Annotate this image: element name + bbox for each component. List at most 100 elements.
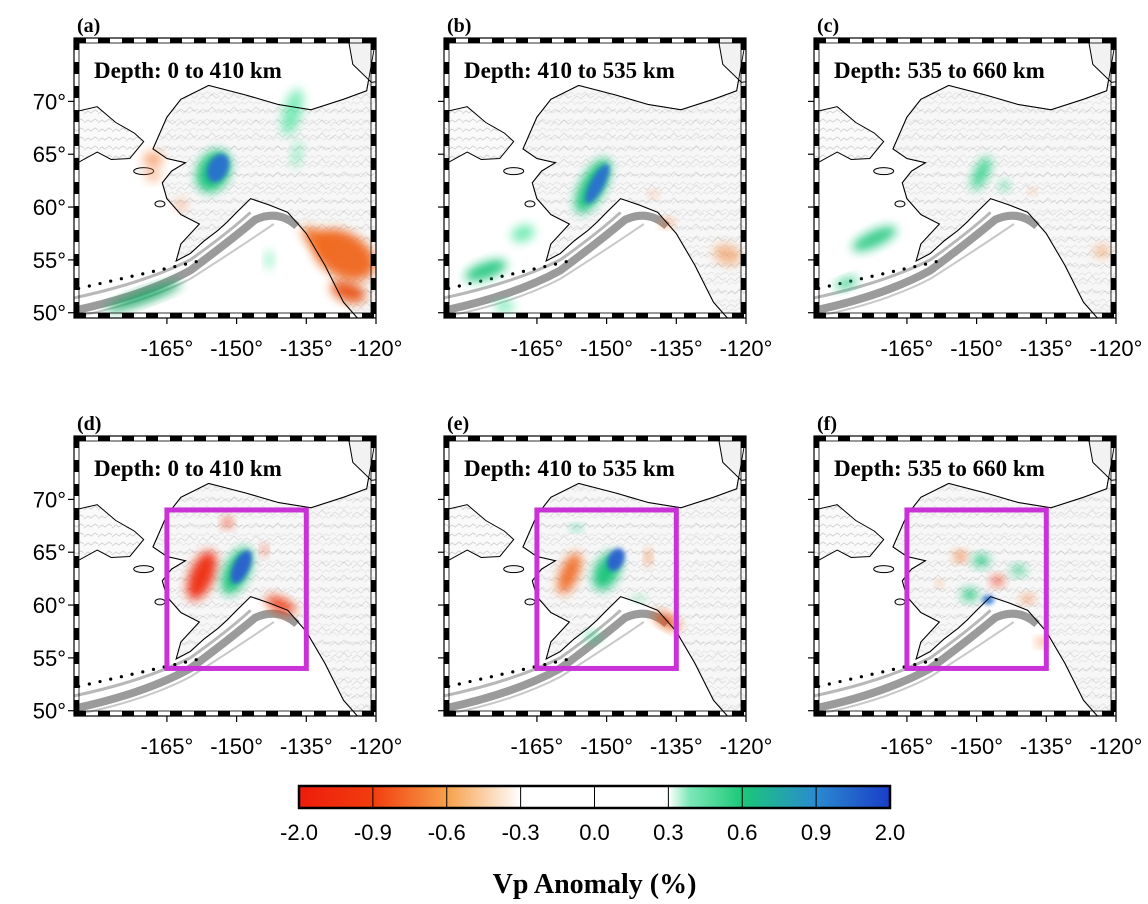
- velocity-anomaly: [291, 140, 303, 169]
- lat-tick-label: 50°: [33, 699, 66, 724]
- panel-letter: (e): [447, 413, 469, 435]
- panel-letter: (b): [447, 15, 471, 37]
- aleutian-island: [109, 677, 113, 681]
- lon-tick-label: -135°: [650, 734, 703, 759]
- aleutian-island: [109, 279, 113, 283]
- chukotka-coast: [444, 504, 515, 564]
- aleutian-island: [479, 677, 483, 681]
- lon-tick-label: -165°: [141, 336, 194, 361]
- aleutian-island: [511, 272, 515, 276]
- aleutian-island: [119, 675, 123, 679]
- island: [503, 167, 525, 176]
- depth-label-halo: Depth: 535 to 660 km: [834, 456, 1045, 481]
- colorbar-tick-label: -0.9: [354, 820, 392, 845]
- aleutian-island: [521, 269, 526, 274]
- aleutian-trench: [74, 211, 300, 315]
- lon-tick-label: -150°: [950, 734, 1003, 759]
- aleutian-island: [151, 269, 156, 274]
- panel-letter: (d): [77, 413, 101, 435]
- velocity-anomaly: [973, 554, 990, 567]
- velocity-anomaly: [571, 524, 582, 531]
- colorbar-tick-label: -0.3: [502, 820, 540, 845]
- aleutian-trench: [814, 211, 1040, 315]
- island: [154, 598, 166, 606]
- chukotka-coast: [814, 106, 885, 166]
- aleutian-island: [141, 670, 145, 674]
- aleutian-island: [130, 672, 134, 676]
- aleutian-trench: [444, 211, 670, 315]
- colorbar-title: Vp Anomaly (%): [493, 869, 697, 900]
- velocity-anomaly: [186, 550, 217, 600]
- velocity-anomaly: [265, 249, 274, 270]
- lon-tick-label: -165°: [881, 734, 934, 759]
- aleutian-island: [489, 277, 493, 281]
- aleutian-island: [859, 675, 863, 679]
- depth-label: Depth: 410 to 535 km: [464, 58, 675, 83]
- lon-tick-label: -150°: [950, 336, 1003, 361]
- aleutian-island: [838, 679, 842, 684]
- colorbar: -2.0 -0.9 -0.6 -0.3 0.0 0.3 0.6 0.9 2.0 Vp Anomal…: [280, 784, 906, 900]
- velocity-anomaly: [1021, 594, 1034, 603]
- aleutian-island: [859, 277, 863, 281]
- lon-tick-label: -150°: [580, 336, 633, 361]
- aleutian-island: [891, 667, 896, 672]
- lon-tick-label: -150°: [210, 734, 263, 759]
- lon-tick-label: -120°: [350, 336, 403, 361]
- island: [503, 565, 525, 574]
- aleutian-island: [511, 670, 515, 674]
- velocity-anomaly: [852, 226, 897, 252]
- lat-tick-label: 50°: [33, 301, 66, 326]
- lon-tick-label: -165°: [141, 734, 194, 759]
- aleutian-island: [457, 682, 461, 686]
- study-region-box: [534, 507, 679, 671]
- aleutian-island: [468, 281, 472, 286]
- aleutian-island: [934, 260, 938, 264]
- aleutian-island: [87, 284, 91, 288]
- velocity-anomaly: [971, 156, 992, 190]
- velocity-anomaly: [557, 552, 582, 595]
- aleutian-island: [913, 662, 917, 667]
- velocity-anomaly: [1094, 245, 1111, 258]
- lon-tick-label: -135°: [650, 336, 703, 361]
- aleutian-island: [141, 272, 145, 276]
- velocity-anomaly: [174, 198, 187, 211]
- aleutian-island: [902, 267, 906, 271]
- colorbar-tick-label: 2.0: [875, 820, 906, 845]
- depth-label: Depth: 0 to 410 km: [94, 456, 282, 481]
- island: [133, 565, 155, 574]
- lon-tick-label: -135°: [280, 734, 333, 759]
- arctic-island: [717, 436, 746, 481]
- aleutian-island: [98, 281, 102, 286]
- aleutian-island: [532, 267, 536, 271]
- aleutian-island: [173, 662, 177, 667]
- lon-tick-label: -150°: [210, 336, 263, 361]
- panel-letter: (f): [817, 413, 837, 435]
- island: [154, 200, 166, 208]
- aleutian-island: [827, 682, 831, 686]
- lon-tick-label: -135°: [1020, 336, 1073, 361]
- velocity-anomaly: [633, 595, 646, 602]
- aleutian-island: [553, 262, 558, 266]
- lat-tick-label: 65°: [33, 540, 66, 565]
- aleutian-island: [151, 667, 156, 672]
- velocity-anomaly: [494, 301, 515, 312]
- aleutian-island: [457, 284, 461, 288]
- lon-tick-label: -135°: [280, 336, 333, 361]
- velocity-anomaly: [991, 575, 1004, 586]
- velocity-anomaly: [585, 164, 610, 204]
- lat-tick-label: 55°: [33, 248, 66, 273]
- lon-tick-label: -120°: [350, 734, 403, 759]
- aleutian-island: [870, 672, 874, 676]
- depth-label-halo: Depth: 535 to 660 km: [834, 58, 1045, 83]
- arctic-island: [1087, 38, 1116, 83]
- aleutian-island: [119, 277, 123, 281]
- velocity-anomaly: [713, 244, 742, 266]
- lat-tick-label: 70°: [33, 89, 66, 114]
- depth-label: Depth: 535 to 660 km: [834, 58, 1045, 83]
- lon-tick-label: -120°: [720, 734, 773, 759]
- aleutian-island: [564, 658, 568, 662]
- arctic-island: [347, 436, 376, 481]
- aleutian-trench: [814, 609, 1040, 713]
